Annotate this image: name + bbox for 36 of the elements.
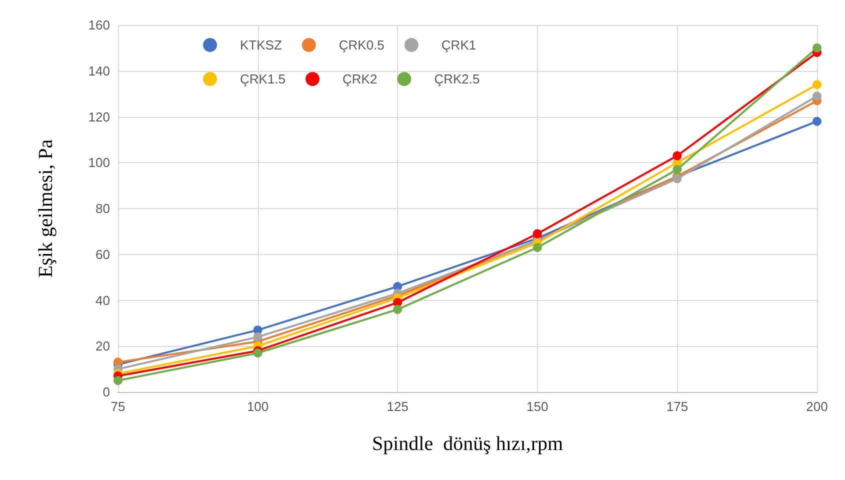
y-tick-label: 80 bbox=[96, 201, 110, 216]
x-tick-label: 100 bbox=[246, 399, 269, 414]
point bbox=[253, 348, 262, 358]
point bbox=[672, 151, 682, 160]
legend-label: ÇRK2 bbox=[342, 72, 378, 86]
y-axis-title: Eşik geilmesi, Pa bbox=[35, 139, 57, 278]
y-tick-label: 60 bbox=[96, 246, 110, 262]
y-tick-label: 140 bbox=[88, 63, 110, 78]
y-tick-label: 100 bbox=[88, 155, 110, 170]
point bbox=[532, 242, 542, 252]
point bbox=[812, 80, 822, 90]
y-tick-label: 120 bbox=[88, 109, 110, 124]
x-tick-label: 150 bbox=[526, 399, 548, 414]
point bbox=[532, 229, 542, 238]
x-tick-label: 75 bbox=[110, 399, 126, 414]
point bbox=[812, 43, 822, 52]
point bbox=[393, 304, 402, 314]
point bbox=[672, 174, 682, 184]
point bbox=[672, 165, 682, 174]
y-tick-label: 40 bbox=[96, 292, 110, 308]
point bbox=[812, 116, 822, 126]
x-axis-title: Spindle dönüş hızı,rpm bbox=[372, 433, 564, 455]
point bbox=[812, 92, 822, 101]
point bbox=[114, 376, 122, 386]
x-tick-label: 200 bbox=[806, 399, 828, 414]
y-tick-label: 160 bbox=[88, 18, 110, 32]
legend-label: ÇRK2.5 bbox=[434, 72, 480, 86]
legend-label: ÇRK0.5 bbox=[338, 38, 384, 52]
legend-label: ÇRK1 bbox=[441, 38, 476, 52]
point bbox=[253, 332, 262, 342]
legend-label: KTKSZ bbox=[240, 38, 282, 52]
legend-label: ÇRK1.5 bbox=[240, 72, 286, 86]
y-tick-label: 0 bbox=[102, 384, 110, 400]
y-tick-label: 20 bbox=[96, 338, 110, 354]
x-tick-label: 125 bbox=[386, 399, 408, 414]
x-tick-label: 175 bbox=[666, 399, 688, 414]
